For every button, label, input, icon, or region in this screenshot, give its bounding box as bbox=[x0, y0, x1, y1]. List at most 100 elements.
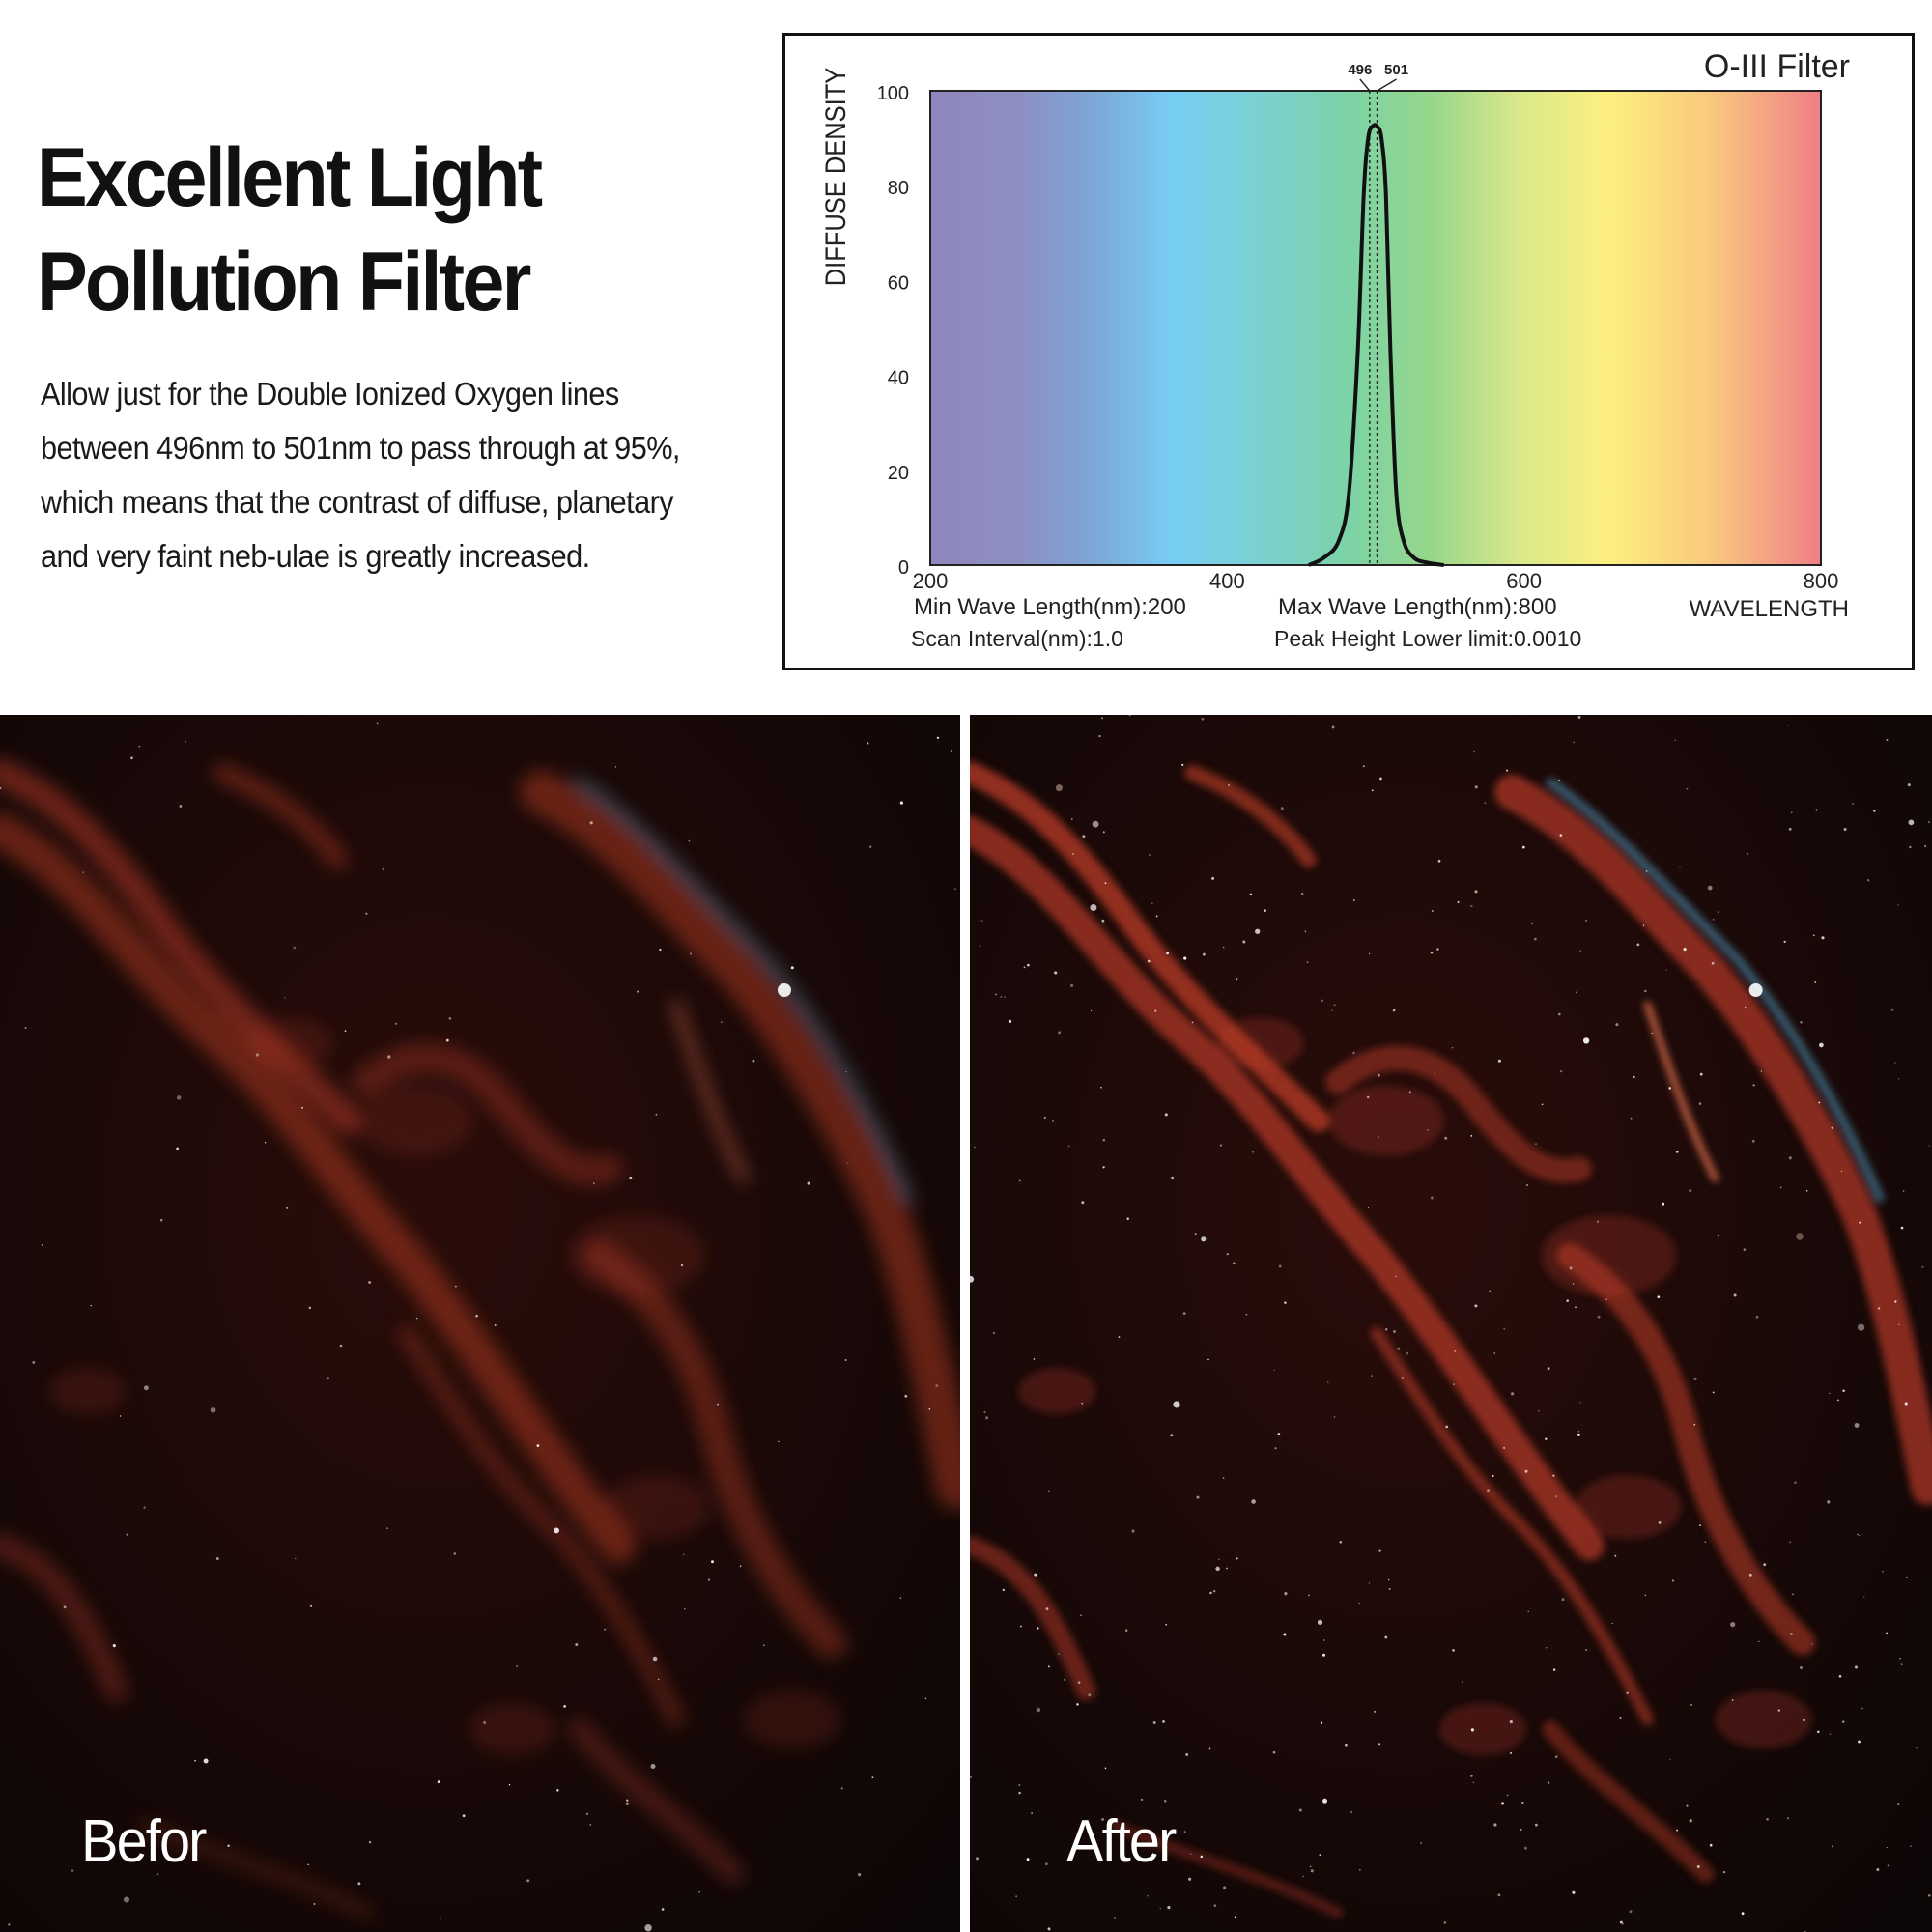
star bbox=[1509, 1720, 1513, 1724]
star bbox=[1064, 1678, 1066, 1681]
star bbox=[284, 997, 286, 999]
star bbox=[1194, 1233, 1197, 1235]
star bbox=[1302, 1875, 1304, 1878]
star bbox=[1118, 1336, 1121, 1338]
before-nebula-image bbox=[0, 715, 960, 1932]
star bbox=[1420, 1842, 1423, 1844]
star bbox=[536, 1444, 540, 1447]
y-tick-label-0: 0 bbox=[898, 557, 909, 579]
star bbox=[1815, 809, 1818, 811]
star bbox=[1668, 1087, 1671, 1090]
filament-0 bbox=[0, 812, 637, 1564]
star bbox=[1840, 1170, 1843, 1172]
nebula-cloud-4 bbox=[48, 1368, 126, 1414]
star bbox=[1219, 1144, 1222, 1147]
bright-star bbox=[1748, 983, 1763, 997]
star bbox=[1431, 910, 1434, 912]
star bbox=[1162, 1719, 1165, 1723]
star bbox=[1209, 1591, 1212, 1595]
star bbox=[778, 1440, 780, 1443]
star bbox=[1521, 1801, 1524, 1804]
star bbox=[1577, 1433, 1580, 1436]
star bbox=[1045, 1862, 1048, 1866]
star bbox=[1789, 1541, 1792, 1544]
star bbox=[0, 787, 2, 789]
star bbox=[1052, 1120, 1054, 1122]
filament-9 bbox=[569, 1719, 745, 1885]
star bbox=[1163, 1800, 1167, 1803]
star bbox=[1866, 879, 1870, 882]
star bbox=[313, 1903, 316, 1905]
star bbox=[1573, 741, 1575, 744]
star bbox=[1453, 1383, 1455, 1385]
star bbox=[1200, 1855, 1204, 1859]
nebula-filaments bbox=[0, 758, 960, 1919]
filament-9 bbox=[1542, 1720, 1715, 1883]
star bbox=[1838, 1674, 1842, 1678]
filament-10 bbox=[138, 1819, 374, 1919]
star bbox=[1430, 1196, 1434, 1200]
star bbox=[1831, 1126, 1833, 1129]
star bbox=[1384, 1635, 1388, 1639]
star bbox=[1890, 1009, 1894, 1011]
star bbox=[1027, 963, 1030, 967]
star bbox=[1378, 1743, 1381, 1746]
star bbox=[1863, 1596, 1865, 1598]
star bbox=[1831, 1845, 1833, 1848]
star bbox=[658, 1678, 660, 1681]
star bbox=[1717, 911, 1720, 914]
star bbox=[41, 1243, 43, 1246]
star bbox=[1722, 1870, 1726, 1874]
filament-3 bbox=[1546, 778, 1885, 1203]
x-tick-label-1: 400 bbox=[1209, 569, 1245, 593]
star bbox=[721, 1021, 723, 1023]
star bbox=[1037, 1627, 1039, 1630]
star bbox=[1582, 1037, 1590, 1044]
star bbox=[1159, 1907, 1162, 1910]
star bbox=[1113, 1917, 1117, 1919]
star bbox=[845, 1071, 847, 1073]
star bbox=[1274, 1447, 1277, 1450]
star bbox=[1378, 1549, 1381, 1552]
star bbox=[1576, 991, 1577, 994]
star bbox=[1506, 769, 1509, 772]
star bbox=[1427, 1128, 1430, 1131]
star bbox=[844, 1359, 847, 1361]
nebula-cloud-6 bbox=[246, 1017, 333, 1069]
star bbox=[1669, 1758, 1671, 1761]
star bbox=[970, 1275, 975, 1283]
description-text: Allow just for the Double Ionized Oxygen… bbox=[41, 376, 680, 574]
star bbox=[928, 1407, 931, 1410]
star bbox=[1323, 1639, 1325, 1641]
star bbox=[1367, 1095, 1370, 1099]
star bbox=[1644, 1594, 1647, 1597]
star bbox=[194, 1759, 196, 1762]
star bbox=[1857, 1533, 1859, 1536]
star bbox=[1921, 1265, 1924, 1268]
star bbox=[1897, 904, 1899, 906]
nebula-cloud-0 bbox=[1541, 1215, 1677, 1296]
star bbox=[1140, 1798, 1144, 1802]
star bbox=[1445, 1425, 1449, 1429]
star bbox=[1004, 996, 1007, 999]
star bbox=[1760, 1070, 1763, 1072]
star bbox=[1255, 928, 1261, 934]
star bbox=[1252, 1151, 1254, 1153]
filament-6 bbox=[582, 1239, 847, 1659]
star bbox=[1561, 1598, 1565, 1602]
star bbox=[1388, 1578, 1390, 1581]
star-field bbox=[0, 722, 956, 1932]
star bbox=[1202, 952, 1206, 956]
star bbox=[1165, 1623, 1168, 1626]
marker-leader-501 bbox=[1377, 78, 1397, 92]
star bbox=[1651, 1032, 1653, 1035]
star bbox=[1277, 1433, 1281, 1435]
star bbox=[1741, 1912, 1745, 1916]
star bbox=[1233, 1262, 1236, 1264]
star bbox=[1665, 969, 1667, 971]
star bbox=[1317, 1619, 1323, 1626]
star bbox=[1800, 1666, 1803, 1669]
star bbox=[1657, 1295, 1661, 1299]
star bbox=[1827, 1500, 1831, 1504]
star bbox=[1166, 952, 1170, 955]
